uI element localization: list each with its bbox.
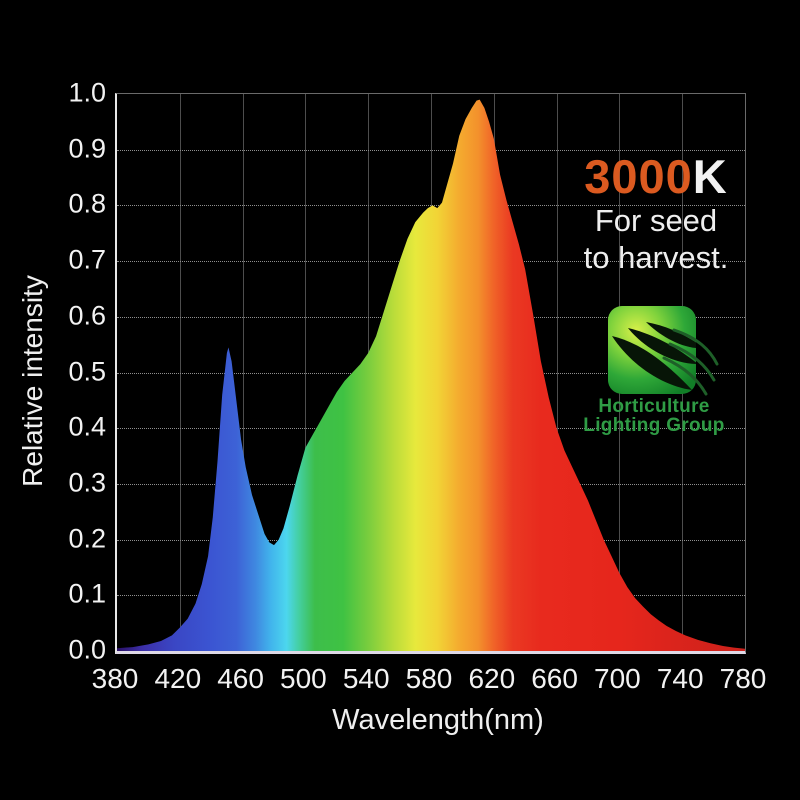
y-tick-label: 0.5 — [68, 356, 106, 386]
x-tick-label: 420 — [154, 663, 202, 694]
hlg-logo-icon — [608, 306, 719, 396]
y-tick-label: 1.0 — [68, 77, 106, 108]
y-tick-label: 0.3 — [68, 467, 106, 498]
y-tick-label: 0.4 — [68, 411, 106, 442]
gridline-horizontal — [117, 205, 745, 207]
color-temperature-heading: 3000K — [570, 152, 742, 202]
x-axis-title: Wavelength(nm) — [332, 704, 544, 736]
x-tick-label: 380 — [91, 663, 139, 694]
y-tick-label: 0.2 — [68, 523, 106, 554]
x-tick-label: 740 — [656, 663, 704, 694]
x-tick-label: 780 — [719, 663, 767, 694]
color-temperature-value: 3000 — [584, 150, 693, 203]
color-temperature-unit: K — [692, 150, 728, 203]
logo-wordmark-line1: Horticulture — [598, 396, 710, 417]
y-tick-label: 0.0 — [68, 634, 106, 665]
y-tick-label: 0.8 — [68, 188, 106, 219]
y-tick-label: 0.9 — [68, 133, 106, 164]
x-tick-label: 620 — [468, 663, 516, 694]
x-tick-label: 540 — [342, 663, 390, 694]
x-axis-ticks: 380 420 460 500 540 580 620 660 700 740 780 — [92, 663, 767, 697]
y-axis-ticks: 0.0 0.1 0.2 0.3 0.4 0.5 0.6 0.7 0.8 0.9 1.0 — [0, 78, 106, 665]
y-tick-label: 0.1 — [68, 578, 106, 609]
tagline-line1: For seed — [594, 203, 718, 238]
gridline-horizontal — [117, 149, 745, 151]
x-tick-label: 460 — [217, 663, 264, 694]
y-tick-label: 0.7 — [68, 244, 106, 275]
y-tick-label: 0.6 — [68, 300, 106, 331]
x-tick-label: 580 — [405, 663, 453, 694]
x-tick-label: 700 — [594, 663, 641, 694]
logo-wordmark: Horticulture Lighting Group — [574, 397, 734, 435]
x-tick-label: 660 — [531, 663, 578, 694]
logo-wordmark-line2: Lighting Group — [583, 415, 725, 436]
promo-block: 3000K For seed to harvest. — [570, 152, 742, 276]
x-tick-label: 500 — [280, 663, 327, 694]
tagline-line2: to harvest. — [583, 240, 729, 275]
